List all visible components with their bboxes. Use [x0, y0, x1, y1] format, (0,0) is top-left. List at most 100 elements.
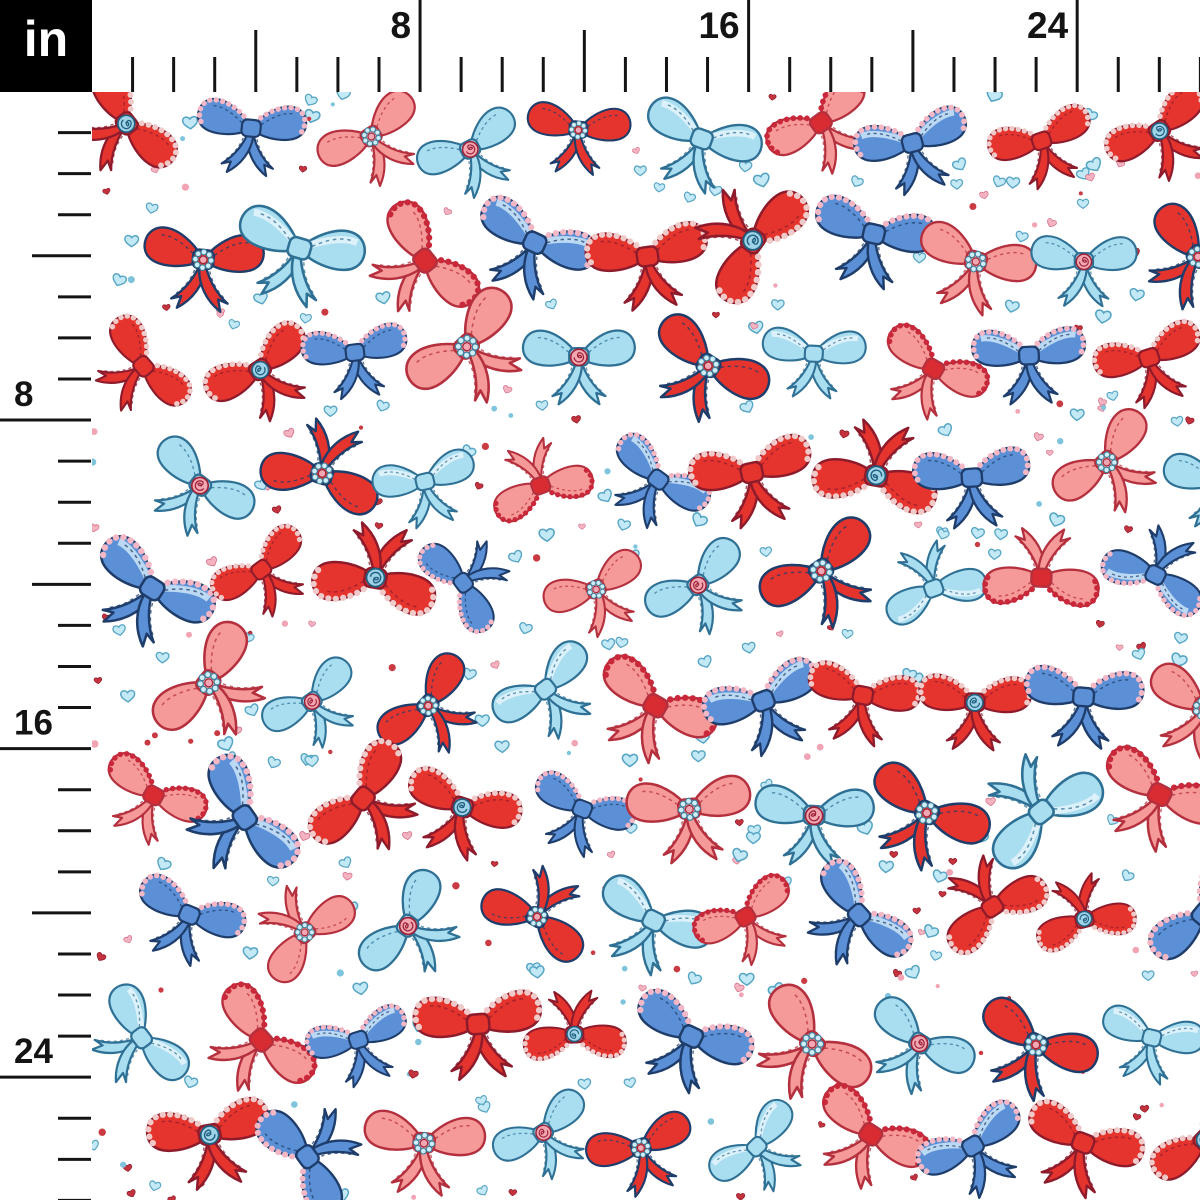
dot-motif	[638, 777, 643, 782]
bow-motif-red-rose	[1148, 1083, 1200, 1181]
bow-motif-red-rose	[1103, 92, 1200, 182]
heart-blue-motif	[1129, 287, 1145, 302]
heart-blue-motif	[1131, 647, 1146, 661]
heart-pink-motif	[1045, 449, 1054, 456]
heart-pink-motif	[914, 521, 923, 529]
bow-center-ornament	[915, 801, 939, 825]
bow-motif-blue-stripe	[1099, 524, 1200, 619]
heart-pink-motif	[606, 850, 616, 859]
heart-blue-motif	[937, 528, 950, 540]
bow-motif-red-pearl	[526, 101, 632, 176]
heart-red-motif	[768, 93, 777, 101]
heart-blue-motif	[709, 184, 723, 197]
heart-blue-motif	[878, 860, 895, 874]
bow-center-ornament	[398, 916, 418, 936]
heart-pink-motif	[578, 523, 586, 530]
dot-motif	[801, 977, 808, 985]
heart-red-motif	[126, 1189, 136, 1198]
dot-motif	[620, 999, 626, 1005]
bow-motif-red-pearl	[1147, 202, 1200, 311]
heart-blue-motif	[697, 655, 712, 668]
bow-motif-red-plain	[687, 432, 812, 530]
dot-motif	[1036, 501, 1042, 507]
bow-motif-red-plain	[946, 854, 1050, 956]
bow-motif-red-plain	[986, 103, 1091, 191]
heart-blue-motif	[1015, 230, 1029, 243]
dot-motif	[1078, 191, 1083, 196]
dot-motif	[604, 468, 611, 475]
dot-motif	[816, 743, 824, 751]
bow-motif-red-pearl	[982, 996, 1099, 1103]
bow-center-ornament	[568, 120, 588, 140]
heart-pink-motif	[985, 797, 996, 807]
bow-motif-red-rose	[310, 521, 437, 617]
heart-blue-motif	[120, 689, 136, 703]
bow-motif-red-plain	[306, 738, 419, 851]
dot-motif	[1031, 222, 1038, 228]
heart-pink-motif	[92, 523, 100, 533]
heart-red-motif	[736, 1193, 746, 1200]
bow-motif-blue-lace	[1023, 664, 1145, 750]
bow-center-ornament	[461, 140, 479, 158]
bow-motif-lightblue-plain	[371, 448, 475, 530]
heart-blue-motif	[184, 1075, 199, 1089]
bow-motif-lightblue-plain	[761, 326, 867, 400]
bow-center-ornament	[965, 693, 984, 712]
bow-center-ornament	[199, 1125, 220, 1145]
heart-blue-motif	[924, 924, 940, 938]
dot-motif	[415, 1038, 422, 1046]
bow-motif-red-plain	[94, 313, 193, 412]
heart-blue-motif	[304, 754, 319, 768]
bow-motif-blue-stripe	[914, 1098, 1021, 1199]
heart-red-motif	[1095, 619, 1105, 628]
heart-red-motif	[912, 907, 921, 915]
heart-pink-motif	[342, 872, 353, 881]
bow-center-ornament	[586, 580, 606, 599]
dot-motif	[186, 631, 192, 638]
heart-blue-motif	[841, 628, 854, 640]
heart-blue-motif	[323, 405, 338, 418]
heart-pink-motif	[979, 191, 989, 200]
dot-motif	[707, 1118, 715, 1125]
bow-center-ornament	[910, 1034, 929, 1053]
heart-blue-motif	[242, 946, 259, 960]
heart-red-motif	[1132, 1113, 1142, 1121]
heart-red-motif	[1185, 416, 1195, 425]
bow-motif-red-rose	[917, 672, 1033, 752]
heart-red-motif	[910, 1173, 918, 1181]
heart-pink-motif	[402, 831, 413, 841]
bow-center-ornament	[1075, 253, 1093, 271]
dot-motif	[508, 413, 514, 418]
heart-blue-motif	[745, 831, 761, 845]
bow-motif-lightblue-plain	[491, 640, 592, 740]
heart-red-motif	[271, 505, 282, 514]
dot-motif	[1057, 438, 1064, 445]
bow-center-ornament	[809, 559, 834, 583]
bow-center-ornament	[1195, 1130, 1200, 1150]
heart-blue-motif	[1094, 309, 1112, 324]
heart-blue-motif	[375, 291, 391, 305]
heart-pink-motif	[638, 984, 647, 992]
bow-motif-lightblue-rose	[491, 1088, 586, 1181]
heart-blue-motif	[1174, 631, 1189, 645]
bow-motif-coral-lace	[368, 199, 482, 313]
dot-motif	[98, 1128, 106, 1136]
heart-blue-motif	[633, 165, 647, 177]
dot-motif	[897, 974, 905, 981]
bow-motif-blue-lace	[300, 321, 408, 401]
heart-blue-motif	[692, 512, 708, 527]
bow-motif-blue-lace	[196, 97, 308, 178]
bow-motif-blue-lace	[534, 769, 637, 859]
bow-motif-red-rose	[1036, 872, 1138, 954]
heart-blue-motif	[771, 299, 785, 311]
bow-center-ornament	[866, 465, 887, 486]
bow-motif-lightblue-rose	[357, 868, 461, 973]
bow-motif-coral-pearl	[625, 774, 752, 865]
bow-center-ornament	[526, 906, 548, 928]
bow-center-ornament	[311, 462, 334, 485]
dot-motif	[92, 428, 98, 435]
bow-motif-lightblue-plain	[601, 874, 715, 977]
heart-red-motif	[948, 858, 958, 866]
left-ruler-number: 16	[14, 704, 53, 743]
bow-motif-blue-stripe	[701, 656, 819, 758]
